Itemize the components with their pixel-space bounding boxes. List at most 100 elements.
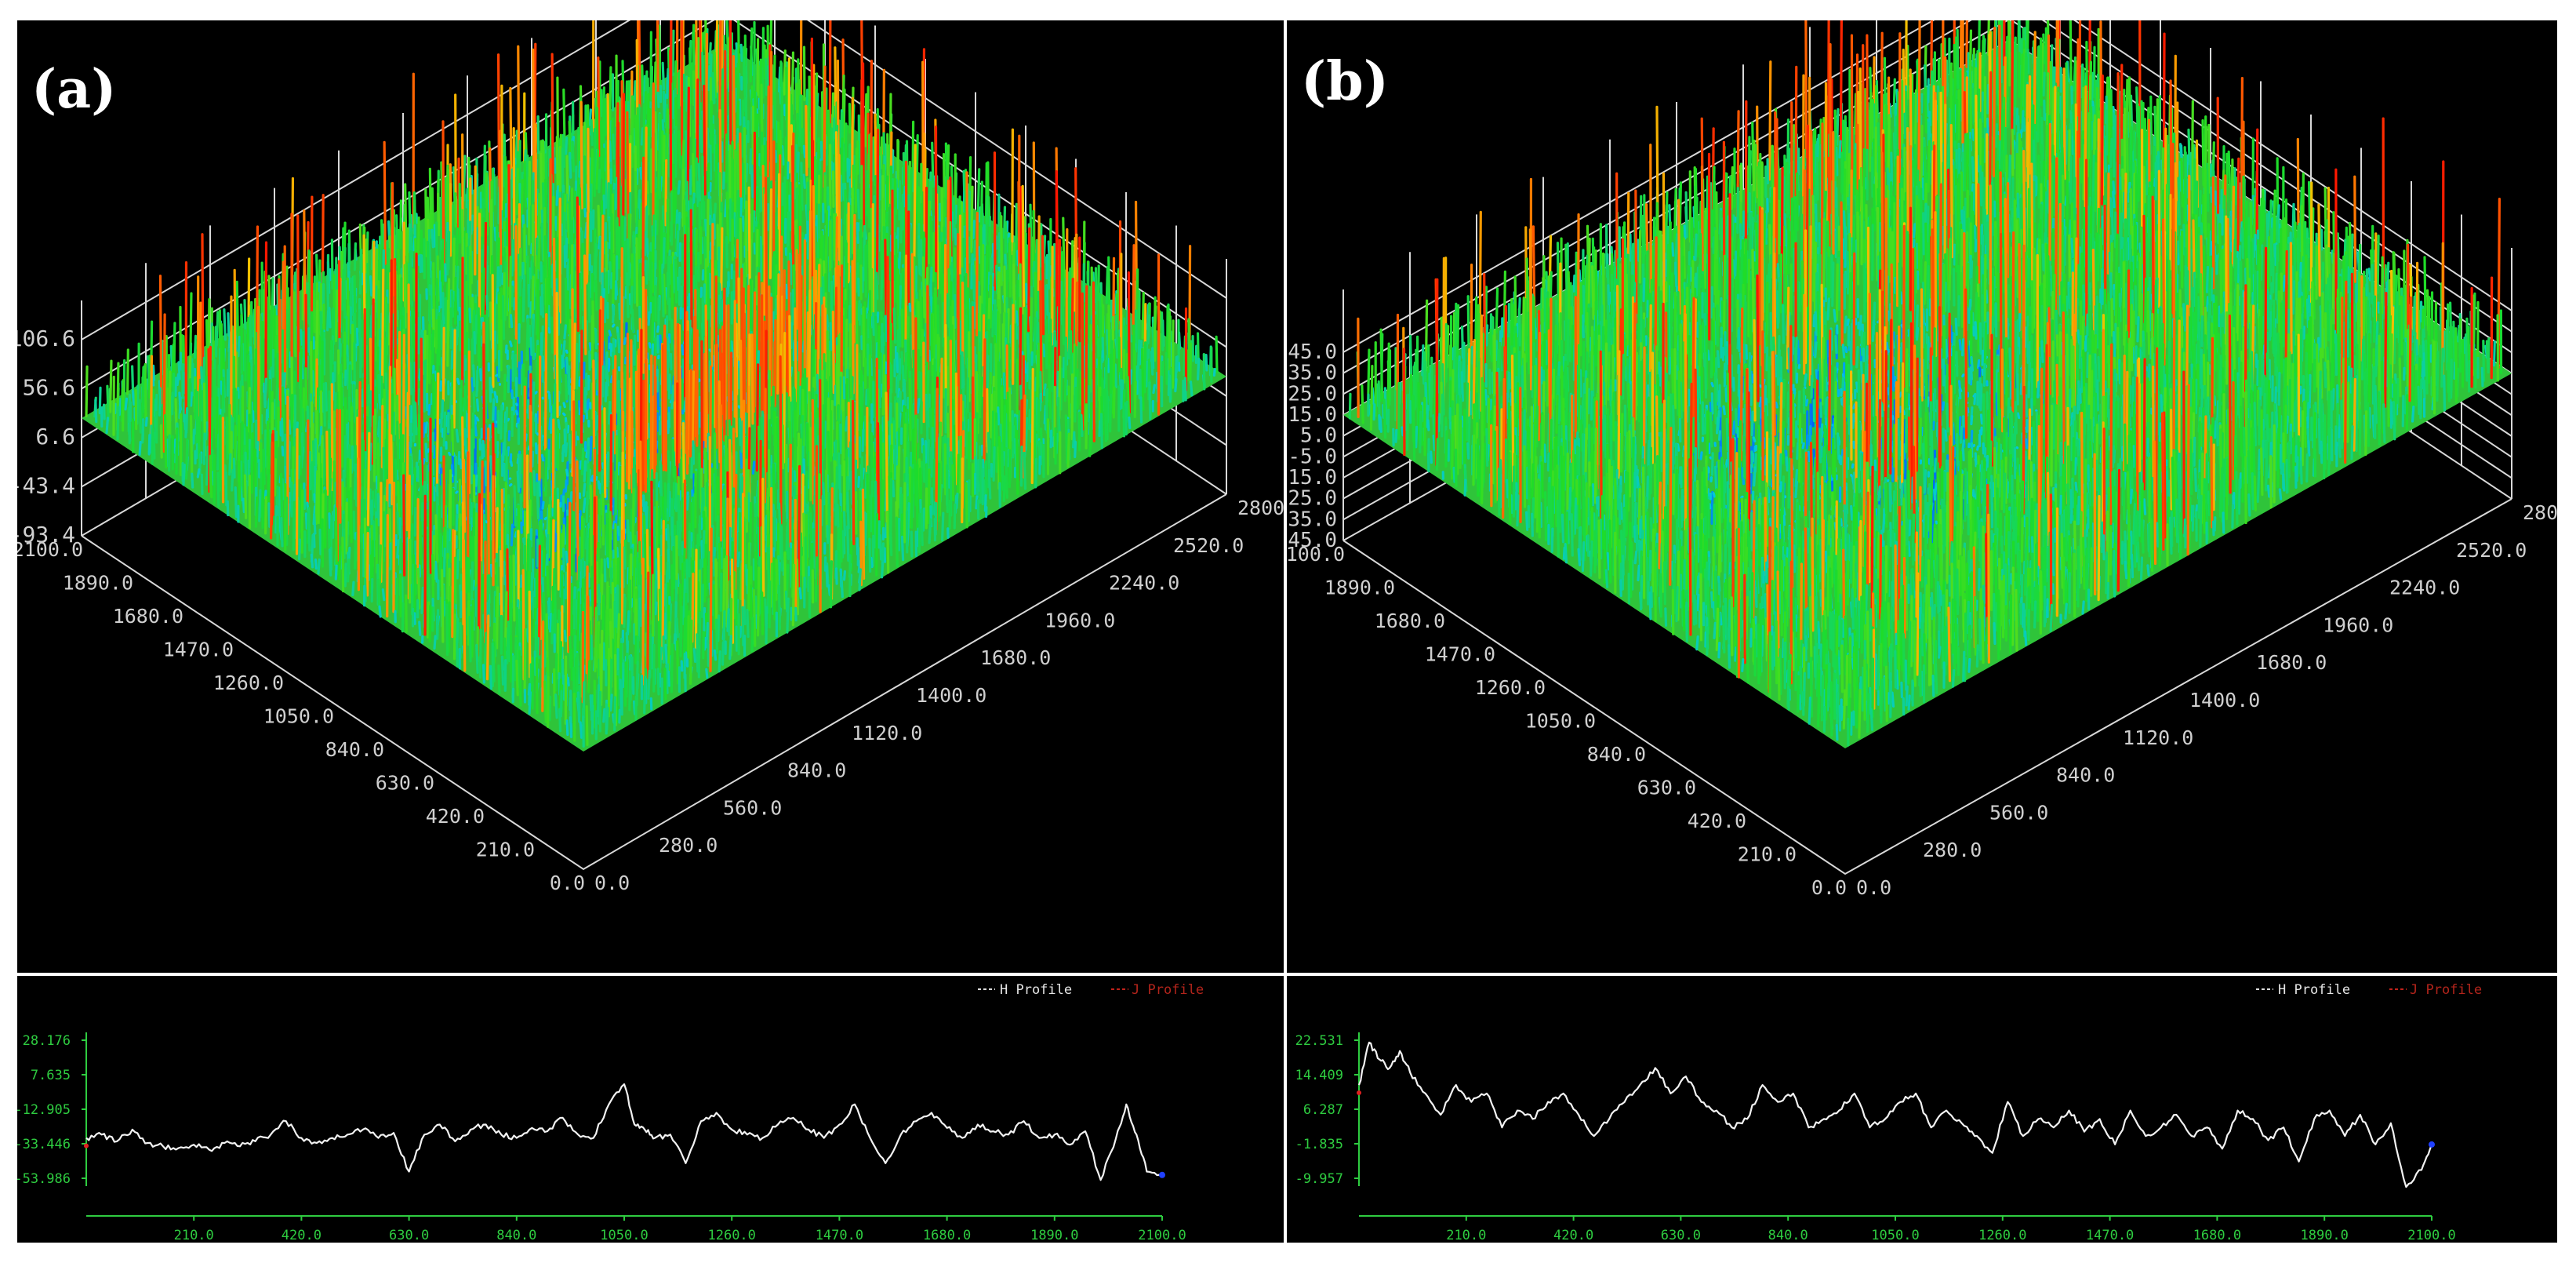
- surface-spike: [812, 424, 816, 462]
- surface-spike: [1143, 341, 1147, 394]
- surface-spike: [685, 330, 689, 475]
- surface-spike: [961, 201, 964, 272]
- surface-spike: [783, 49, 787, 96]
- surface-spike: [547, 304, 551, 333]
- surface-spike: [738, 98, 742, 126]
- surface-spike: [590, 118, 594, 147]
- surface-spike: [1174, 378, 1178, 393]
- surface-spike: [1146, 314, 1151, 345]
- surface-spike: [597, 56, 601, 158]
- surface-spike: [543, 313, 548, 451]
- surface-spike: [531, 318, 535, 360]
- surface-spike: [823, 65, 827, 188]
- surface-spike: [124, 397, 129, 411]
- surface-spike: [253, 348, 258, 413]
- surface-spike: [853, 343, 857, 392]
- surface-spike: [1034, 238, 1038, 273]
- surface-spike: [189, 391, 193, 407]
- surface-spike: [714, 0, 719, 94]
- surface-spike: [598, 169, 601, 194]
- surface-spike: [383, 140, 387, 265]
- surface-spike: [749, 147, 753, 175]
- surface-spike: [237, 336, 241, 358]
- surface-spike: [1094, 314, 1099, 346]
- surface-spike: [805, 423, 809, 467]
- surface-spike: [509, 340, 513, 348]
- surface-spike: [440, 320, 444, 351]
- surface-spike: [529, 300, 532, 318]
- surface-spike: [1095, 365, 1099, 386]
- surface-spike: [1085, 285, 1088, 417]
- panel-a-label: (a): [31, 58, 117, 121]
- surface-spike: [441, 326, 445, 402]
- surface-spike: [772, 385, 775, 435]
- surface-spike: [1109, 393, 1113, 433]
- surface-spike: [907, 338, 911, 378]
- surface-spike: [503, 279, 507, 321]
- surface-spike: [555, 292, 559, 418]
- surface-spike: [947, 268, 951, 305]
- surface-spike: [795, 389, 800, 432]
- surface-spike: [933, 414, 937, 442]
- surface-spike: [862, 247, 866, 282]
- surface-spike: [515, 167, 520, 216]
- surface-spike: [670, 264, 674, 311]
- surface-spike: [972, 220, 976, 239]
- surface-spike: [520, 179, 524, 224]
- surface-spike: [324, 381, 328, 412]
- surface-spike: [1107, 256, 1111, 311]
- surface-spike: [380, 219, 383, 250]
- surface-spike: [980, 244, 985, 315]
- surface-spike: [601, 86, 606, 144]
- surface-spike: [481, 267, 485, 323]
- surface-spike: [1045, 318, 1048, 369]
- surface-spike: [1026, 227, 1031, 333]
- surface-spike: [649, 251, 652, 308]
- surface-spike: [793, 173, 797, 203]
- surface-spike: [829, 322, 833, 351]
- surface-spike: [898, 315, 902, 348]
- surface-spike: [475, 417, 480, 422]
- surface-spike: [566, 290, 570, 334]
- surface-spike: [569, 151, 572, 179]
- surface-spike: [456, 288, 460, 311]
- surface-spike: [990, 272, 995, 290]
- surface-spike: [151, 428, 154, 465]
- surface-spike: [611, 369, 616, 442]
- surface-spike: [651, 296, 655, 351]
- surface-spike: [884, 238, 888, 330]
- surface-spike: [794, 220, 798, 271]
- surface-spike: [102, 403, 106, 420]
- surface-spike: [718, 0, 722, 119]
- surface-spike: [431, 329, 435, 370]
- surface-spike: [1189, 380, 1194, 397]
- surface-spike: [1174, 355, 1178, 383]
- surface-spike: [997, 231, 1001, 264]
- surface-spike: [653, 220, 657, 250]
- surface-spike: [899, 202, 903, 244]
- surface-spike: [764, 177, 768, 340]
- surface-spike: [812, 184, 816, 330]
- surface-spike: [938, 421, 943, 464]
- surface-spike: [688, 169, 692, 195]
- surface-spike: [459, 458, 463, 470]
- surface-spike: [159, 424, 163, 459]
- surface-spike: [925, 441, 928, 464]
- surface-spike: [667, 373, 671, 400]
- surface-a-plot: 106.656.66.6-43.4-93.42100.01890.01680.0…: [9, 0, 1308, 894]
- surface-spike: [787, 457, 790, 473]
- surface-spike: [215, 396, 219, 449]
- surface-spike: [452, 237, 456, 300]
- surface-spike: [638, 219, 641, 265]
- surface-spike: [473, 331, 477, 355]
- surface-spike: [790, 51, 795, 115]
- surface-spike: [630, 99, 635, 169]
- surface-spike: [666, 351, 670, 391]
- surface-spike: [789, 199, 793, 231]
- surface-spike: [958, 274, 962, 326]
- surface-spike: [1015, 322, 1019, 340]
- surface-spike: [856, 221, 859, 244]
- surface-spike: [664, 159, 668, 227]
- surface-spike: [561, 412, 566, 417]
- surface-spike: [496, 288, 500, 304]
